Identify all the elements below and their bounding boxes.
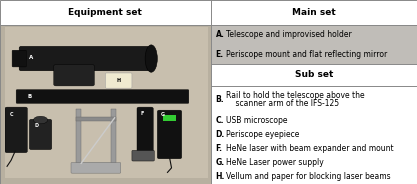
Text: Vellum and paper for blocking laser beams: Vellum and paper for blocking laser beam… [226,172,391,181]
Text: Equipment set: Equipment set [68,8,142,17]
FancyBboxPatch shape [12,50,26,67]
FancyBboxPatch shape [29,119,52,150]
Text: D.: D. [216,130,225,139]
Text: HeNe laser with beam expander and mount: HeNe laser with beam expander and mount [226,144,394,153]
Text: A: A [29,54,34,60]
Ellipse shape [33,116,48,124]
Bar [76,117,116,121]
Text: HeNe Laser power supply: HeNe Laser power supply [226,158,324,167]
Bar [0,0,211,25]
Bar [76,162,116,166]
Text: scanner arm of the IFS-125: scanner arm of the IFS-125 [226,99,339,108]
Text: H: H [117,78,121,83]
Text: Main set: Main set [292,8,336,17]
Text: Rail to hold the telescope above the: Rail to hold the telescope above the [226,91,365,100]
FancyBboxPatch shape [157,110,182,159]
Bar [163,115,176,121]
Text: A.: A. [216,30,224,39]
Text: Telescope and improvised holder: Telescope and improvised holder [226,30,352,39]
Text: USB microscope: USB microscope [226,116,288,125]
FancyBboxPatch shape [19,46,149,71]
Bar [211,25,417,64]
FancyBboxPatch shape [54,65,94,86]
Text: E.: E. [216,50,224,59]
Text: C.: C. [216,116,224,125]
Bar [76,109,81,166]
FancyBboxPatch shape [137,107,153,156]
Text: D: D [35,123,38,128]
Text: F: F [141,111,144,116]
Ellipse shape [145,45,157,72]
Text: G: G [161,112,165,117]
FancyBboxPatch shape [16,90,189,103]
Text: C: C [10,112,14,117]
Text: B: B [28,94,32,99]
Bar [211,0,417,25]
Text: Periscope eyepiece: Periscope eyepiece [226,130,300,139]
Bar [0,0,211,184]
Text: F.: F. [216,144,223,153]
FancyBboxPatch shape [5,107,28,153]
Text: B.: B. [216,95,224,104]
FancyBboxPatch shape [106,73,132,88]
Text: H.: H. [216,172,225,181]
Bar [211,86,417,184]
Bar [211,64,417,86]
FancyBboxPatch shape [132,150,154,161]
Text: Periscope mount and flat reflecting mirror: Periscope mount and flat reflecting mirr… [226,50,388,59]
Bar [111,109,116,166]
FancyBboxPatch shape [71,162,121,173]
Text: G.: G. [216,158,225,167]
Text: Sub set: Sub set [294,70,333,79]
